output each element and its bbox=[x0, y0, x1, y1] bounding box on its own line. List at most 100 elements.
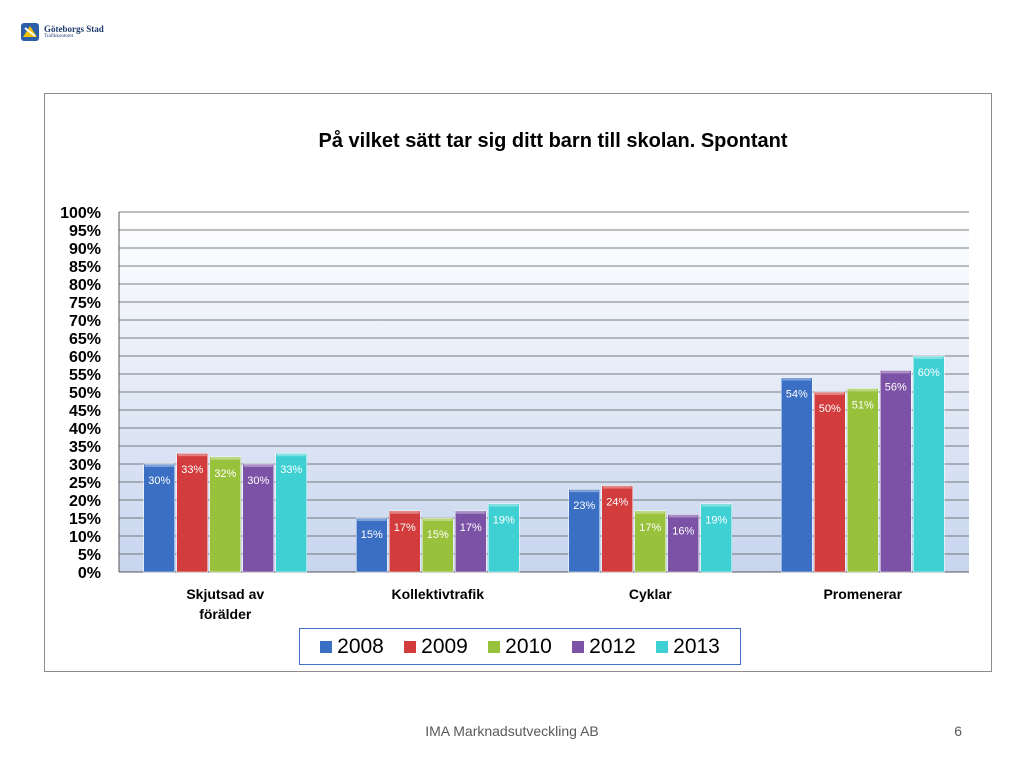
data-label: 17% bbox=[460, 522, 482, 534]
bar-2010-1 bbox=[422, 517, 454, 573]
y-tick-label: 85% bbox=[69, 259, 101, 276]
y-tick-label: 35% bbox=[69, 439, 101, 456]
bar-2013-0 bbox=[275, 452, 307, 573]
legend-label: 2012 bbox=[589, 634, 636, 658]
y-tick-label: 5% bbox=[78, 547, 101, 564]
chart-title: På vilket sätt tar sig ditt barn till sk… bbox=[319, 129, 788, 152]
legend-item-2012: 2012 bbox=[572, 635, 636, 659]
data-label: 51% bbox=[852, 399, 874, 411]
bar-highlight bbox=[881, 370, 911, 374]
data-label: 17% bbox=[639, 522, 661, 534]
bar-highlight bbox=[635, 510, 665, 514]
bar-2012-2 bbox=[667, 514, 699, 573]
bar-2008-2 bbox=[568, 488, 600, 573]
bar-highlight bbox=[243, 464, 273, 467]
legend-swatch bbox=[572, 640, 585, 653]
legend-item-2009: 2009 bbox=[404, 635, 468, 659]
bar-highlight bbox=[815, 392, 845, 395]
data-label: 30% bbox=[148, 475, 170, 487]
bar-highlight bbox=[423, 518, 453, 521]
x-tick-label: förälder bbox=[199, 606, 252, 622]
bar-highlight bbox=[848, 388, 878, 392]
chart-frame: På vilket sätt tar sig ditt barn till sk… bbox=[44, 93, 992, 672]
bar-2013-1 bbox=[488, 503, 520, 573]
y-tick-label: 100% bbox=[60, 205, 101, 222]
y-tick-label: 55% bbox=[69, 367, 101, 384]
bar-highlight bbox=[357, 518, 387, 521]
x-tick-label: Cyklar bbox=[629, 586, 672, 602]
data-label: 24% bbox=[606, 497, 628, 509]
bar-highlight bbox=[276, 453, 306, 457]
bar-2012-0 bbox=[242, 463, 274, 573]
legend-item-2008: 2008 bbox=[320, 635, 384, 659]
y-tick-label: 70% bbox=[69, 313, 101, 330]
bar-highlight bbox=[390, 510, 420, 514]
y-tick-label: 10% bbox=[69, 529, 101, 546]
bar-highlight bbox=[456, 510, 486, 514]
data-label: 23% bbox=[573, 500, 595, 512]
bar-2008-0 bbox=[143, 463, 175, 573]
y-tick-label: 95% bbox=[69, 223, 101, 240]
y-tick-label: 90% bbox=[69, 241, 101, 258]
legend-item-2013: 2013 bbox=[656, 635, 720, 659]
bar-2009-2 bbox=[601, 485, 633, 573]
legend-label: 2010 bbox=[505, 634, 552, 658]
bar-highlight bbox=[210, 456, 240, 460]
legend-swatch bbox=[404, 640, 417, 653]
y-tick-label: 75% bbox=[69, 295, 101, 312]
legend-swatch bbox=[320, 640, 333, 653]
y-tick-label: 30% bbox=[69, 457, 101, 474]
bar-2010-0 bbox=[209, 456, 241, 573]
data-label: 33% bbox=[181, 464, 203, 476]
bar-highlight bbox=[602, 485, 632, 489]
legend-swatch bbox=[488, 640, 501, 653]
bar-highlight bbox=[914, 356, 944, 359]
bar-2012-3 bbox=[880, 370, 912, 573]
y-tick-label: 25% bbox=[69, 475, 101, 492]
y-tick-label: 60% bbox=[69, 349, 101, 366]
x-tick-label: Skjutsad av bbox=[186, 586, 264, 602]
data-label: 56% bbox=[885, 381, 907, 393]
y-tick-label: 40% bbox=[69, 421, 101, 438]
data-label: 54% bbox=[786, 389, 808, 401]
y-tick-label: 0% bbox=[78, 565, 101, 582]
logo-name: Göteborgs Stad bbox=[44, 24, 104, 34]
bar-highlight bbox=[701, 503, 731, 507]
data-label: 15% bbox=[427, 529, 449, 541]
data-label: 50% bbox=[819, 403, 841, 415]
data-label: 60% bbox=[918, 367, 940, 379]
y-tick-label: 15% bbox=[69, 511, 101, 528]
bar-highlight bbox=[489, 503, 519, 507]
bar-2009-0 bbox=[176, 452, 208, 573]
data-label: 19% bbox=[705, 515, 727, 527]
logo-dept: Trafikkontoret bbox=[44, 34, 73, 39]
legend-label: 2009 bbox=[421, 634, 468, 658]
bar-highlight bbox=[144, 464, 174, 467]
data-label: 30% bbox=[247, 475, 269, 487]
x-tick-label: Promenerar bbox=[823, 586, 902, 602]
bar-highlight bbox=[177, 453, 207, 457]
slide-number: 6 bbox=[954, 723, 962, 739]
data-label: 17% bbox=[394, 522, 416, 534]
bar-2008-3 bbox=[781, 377, 813, 573]
bar-2009-1 bbox=[389, 510, 421, 573]
bar-chart: På vilket sätt tar sig ditt barn till sk… bbox=[60, 129, 969, 622]
bar-2012-1 bbox=[455, 510, 487, 573]
bar-2013-3 bbox=[913, 355, 945, 573]
x-tick-label: Kollektivtrafik bbox=[391, 586, 484, 602]
bar-highlight bbox=[782, 377, 812, 381]
bar-2013-2 bbox=[700, 503, 732, 573]
legend-item-2010: 2010 bbox=[488, 635, 552, 659]
data-label: 33% bbox=[280, 464, 302, 476]
chart-legend: 2008 2009 2010 2012 2013 bbox=[299, 628, 741, 665]
bar-highlight bbox=[569, 489, 599, 493]
bar-highlight bbox=[668, 514, 698, 518]
data-label: 16% bbox=[672, 525, 694, 537]
bar-2008-1 bbox=[356, 517, 388, 573]
y-tick-label: 45% bbox=[69, 403, 101, 420]
goteborgs-stad-logo: Göteborgs Stad Trafikkontoret bbox=[20, 22, 104, 42]
data-label: 15% bbox=[361, 529, 383, 541]
y-tick-label: 65% bbox=[69, 331, 101, 348]
bar-2010-3 bbox=[847, 388, 879, 573]
y-tick-label: 80% bbox=[69, 277, 101, 294]
